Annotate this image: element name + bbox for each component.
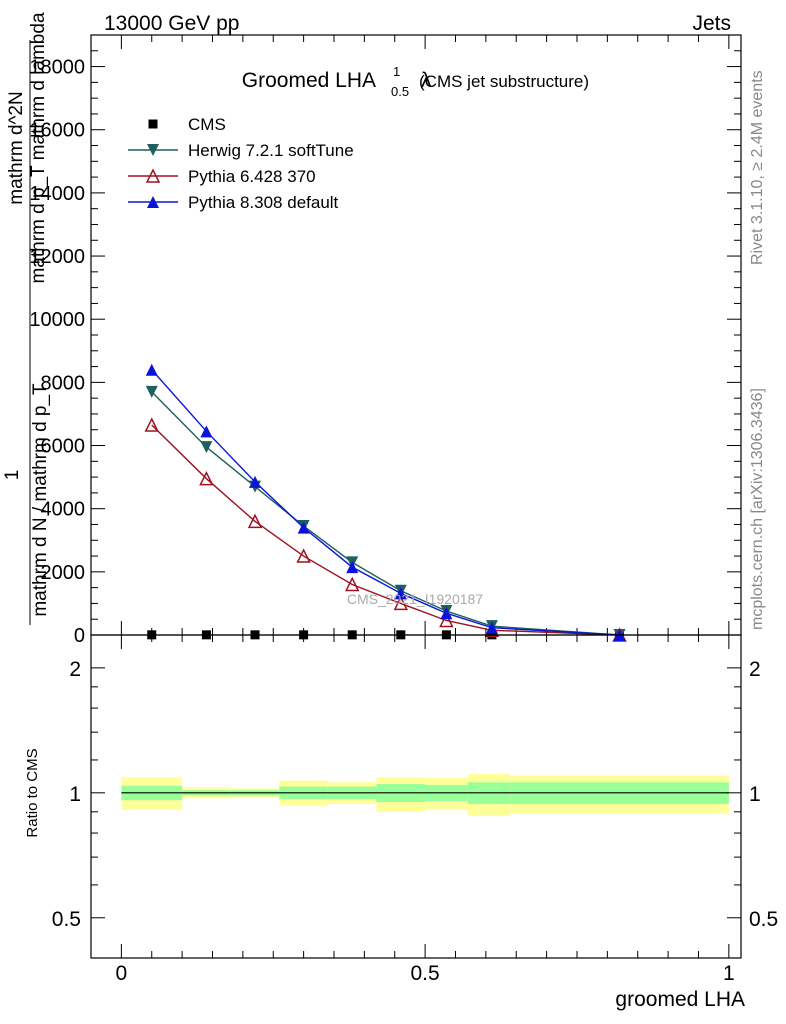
data-point-pythia8 xyxy=(485,621,498,634)
title-main: Groomed LHA xyxy=(242,69,376,92)
ylabel-bottom-line1: mathrm d N / mathrm d p_T xyxy=(30,383,51,617)
ratio-plot-frame xyxy=(90,634,742,959)
ratio-ytick-label-right: 1 xyxy=(749,783,761,806)
data-point-pythia8 xyxy=(145,363,158,376)
main-ytick-label: 2000 xyxy=(41,562,86,584)
ylabel-top-line1: mathrm d^2N xyxy=(6,91,27,204)
data-point-pythia8 xyxy=(394,587,407,600)
main-plot-panel: 2000 4000 6000 8000 10000 12000 14000 16000 1800… xyxy=(29,34,742,647)
data-point-pythia8 xyxy=(440,607,453,620)
series-line-pythia6 xyxy=(151,424,620,636)
ratio-ytick-label: 0.5 xyxy=(52,908,81,931)
data-point-pythia8 xyxy=(200,425,213,438)
main-ytick-label: 10000 xyxy=(29,309,85,331)
ylabel-top-line2: mathrm d p_T mathrm d lambda xyxy=(28,12,49,283)
legend-label-herwig: Herwig 7.2.1 softTune xyxy=(188,141,354,160)
ratio-ytick-label: 2 xyxy=(69,658,81,681)
title-main-text: Groomed LHA xyxy=(242,69,376,92)
ratio-ytick-label: 1 xyxy=(69,783,81,806)
main-ytick-label: 14000 xyxy=(29,183,85,205)
main-ytick-zero-label: 0 xyxy=(74,625,85,647)
data-point-pythia6 xyxy=(393,595,409,611)
legend-item-pythia6: Pythia 6.428 370 xyxy=(128,167,316,186)
legend-label-pythia8: Pythia 8.308 default xyxy=(188,193,339,212)
legend-marker-cms xyxy=(148,119,158,129)
title-suffix: (CMS jet substructure) xyxy=(419,72,589,91)
legend-marker-herwig xyxy=(147,144,159,156)
xtick-label: 0 xyxy=(116,962,128,985)
analysis-watermark: CMS_2021_I1920187 xyxy=(347,591,483,607)
title-subscript: 0.5 xyxy=(391,84,409,99)
main-ytick-label: 16000 xyxy=(29,120,85,142)
legend-marker-pythia8 xyxy=(147,196,159,208)
ratio-ytick-label-right: 0.5 xyxy=(749,908,778,931)
main-y-axis: 2000 4000 6000 8000 10000 12000 14000 16000 1800… xyxy=(29,50,741,647)
legend-item-herwig: Herwig 7.2.1 softTune xyxy=(128,141,354,160)
ratio-x-axis: 0 0.5 1 xyxy=(116,635,735,985)
data-point-pythia6 xyxy=(345,576,360,592)
data-point-pythia6 xyxy=(439,612,454,628)
jets-label: Jets xyxy=(692,12,731,35)
ratio-plot-panel: 0.5 0.51 12 2 0 0.5 1 xyxy=(52,634,778,985)
ylabel-one: 1 xyxy=(2,470,23,481)
main-ytick-label: 12000 xyxy=(29,246,85,268)
series-pythia6 xyxy=(144,417,627,642)
title-superscript: 1 xyxy=(393,64,400,79)
main-ytick-label: 4000 xyxy=(41,499,86,521)
data-point-pythia6 xyxy=(144,417,159,432)
data-point-pythia8 xyxy=(249,475,262,488)
legend-item-cms: CMS xyxy=(148,115,226,134)
mcplots-label: mcplots.cern.ch [arXiv:1306.3436] xyxy=(749,388,766,630)
xtick-label: 0.5 xyxy=(411,962,440,985)
data-point-pythia6 xyxy=(247,513,263,529)
data-point-herwig xyxy=(145,385,158,398)
main-ytick-label: 18000 xyxy=(29,57,85,79)
title-symbol: λ xyxy=(421,69,432,92)
plot-title: Groomed LHA λ 1 0.5 (CMS jet substructur… xyxy=(242,64,589,99)
x-axis-label: groomed LHA xyxy=(615,988,745,1011)
xtick-label: 1 xyxy=(723,962,735,985)
main-ytick-label: 8000 xyxy=(41,372,86,394)
energy-label: 13000 GeV pp xyxy=(104,12,239,35)
legend-marker-pythia6 xyxy=(145,168,161,183)
data-point-herwig xyxy=(200,441,213,454)
data-point-pythia6 xyxy=(296,548,311,563)
ratio-ytick-label-right: 2 xyxy=(749,658,761,681)
legend-label-pythia6: Pythia 6.428 370 xyxy=(188,167,316,186)
rivet-label: Rivet 3.1.10, ≥ 2.4M events xyxy=(749,70,766,265)
data-point-pythia8 xyxy=(297,521,310,534)
ratio-y-axis: 0.5 0.5 1 1 2 2 xyxy=(52,658,778,931)
data-point-pythia6 xyxy=(199,471,214,486)
legend-label-cms: CMS xyxy=(188,115,226,134)
legend: CMS Herwig 7.2.1 softTune Pythia 6.428 370… xyxy=(128,115,354,212)
data-point-pythia8 xyxy=(346,561,359,574)
legend-item-pythia8: Pythia 8.308 default xyxy=(128,193,339,212)
ratio-y-label: Ratio to CMS xyxy=(24,748,41,837)
main-y-label: 1 mathrm d^2N mathrm d p_T mathrm d lamb… xyxy=(2,12,51,625)
main-ytick-label: 6000 xyxy=(41,436,86,458)
main-x-axis xyxy=(120,35,730,635)
